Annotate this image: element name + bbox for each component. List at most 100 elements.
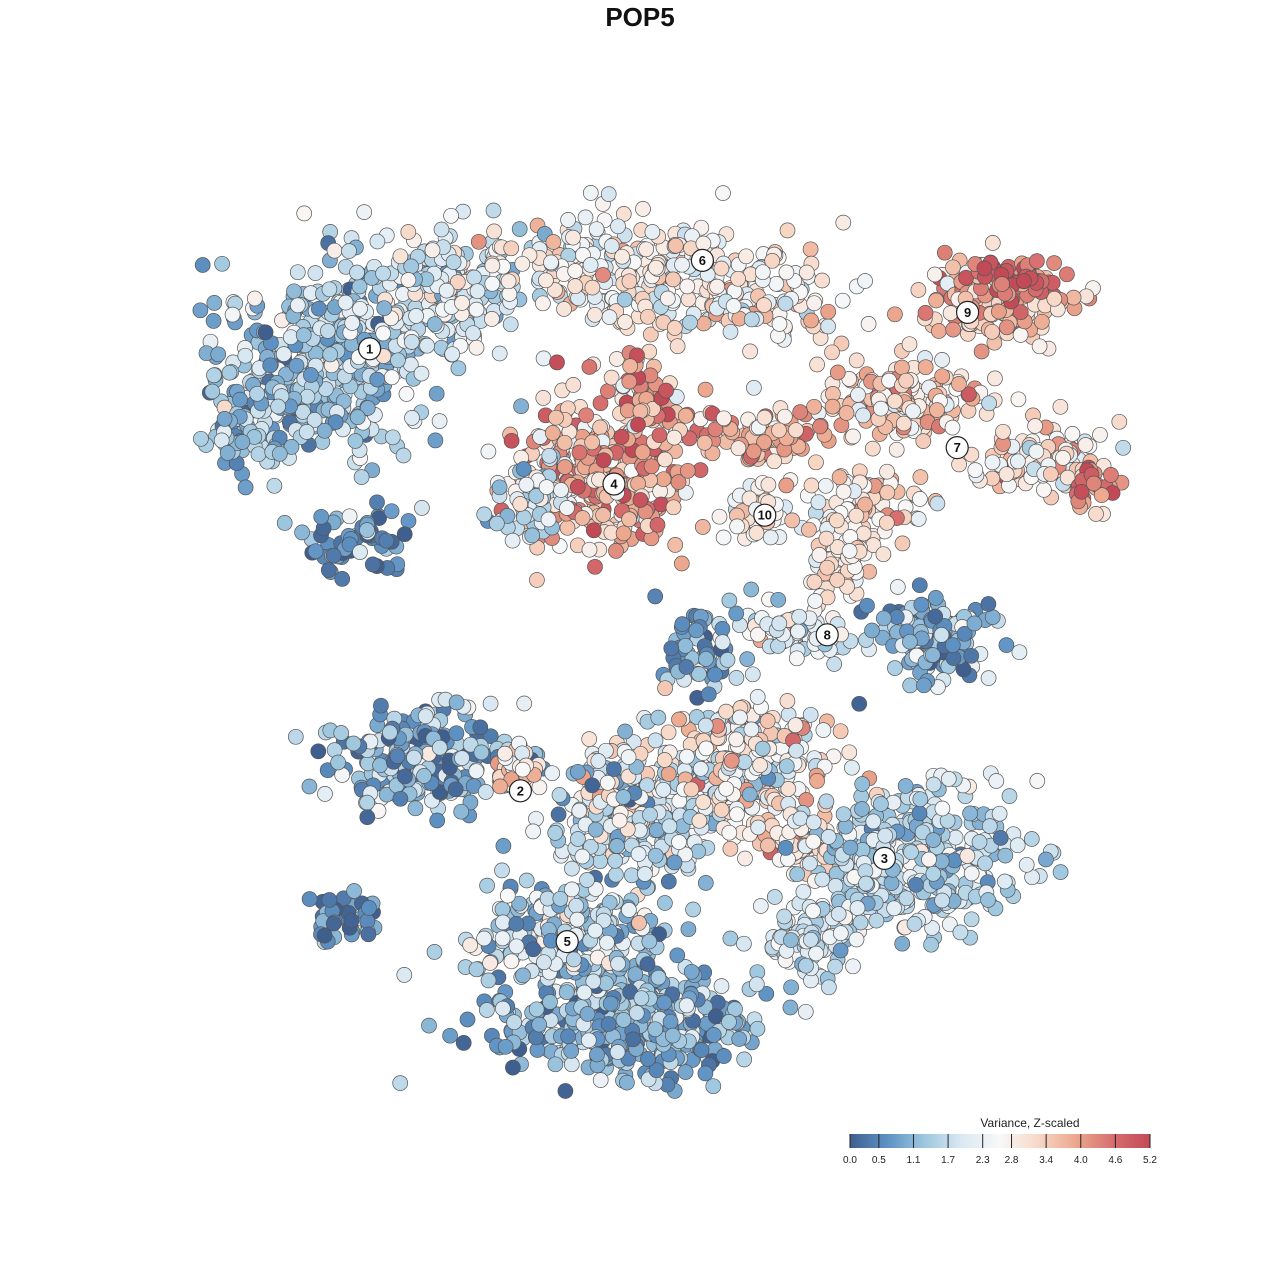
cell-point [548, 409, 564, 426]
cell-point [778, 264, 795, 281]
cell-point [723, 752, 740, 769]
cell-point [760, 837, 776, 854]
cell-point [981, 395, 997, 412]
cell-point [1012, 327, 1029, 343]
cell-point [320, 562, 337, 578]
cell-point [912, 791, 929, 808]
cell-point [671, 834, 687, 850]
cell-point [844, 759, 860, 776]
cell-point [877, 827, 894, 844]
cell-point [468, 763, 485, 780]
cell-point [438, 282, 455, 299]
cell-point [802, 931, 819, 948]
cell-point [632, 403, 649, 420]
cell-point [503, 240, 520, 257]
cell-point [812, 418, 828, 435]
cell-point [359, 794, 375, 811]
cell-point [1103, 467, 1119, 483]
cell-point [556, 301, 572, 317]
cell-point [677, 407, 694, 424]
cell-point [341, 508, 358, 525]
cell-point [807, 593, 824, 609]
cell-point [923, 936, 939, 953]
cell-point [736, 1051, 753, 1068]
cell-point [995, 423, 1011, 440]
cell-point [600, 186, 617, 202]
cell-point [936, 244, 953, 261]
cell-point [669, 947, 686, 964]
cluster-label-text: 3 [881, 851, 888, 866]
cell-point [494, 930, 511, 947]
cell-point [553, 482, 569, 498]
cell-point [547, 1056, 564, 1073]
cell-point [321, 892, 338, 908]
cell-point [316, 422, 333, 439]
cell-point [628, 1005, 645, 1021]
cell-point [980, 596, 997, 612]
cell-point [731, 1031, 748, 1047]
cell-point [1009, 837, 1026, 854]
cell-point [820, 303, 837, 320]
cell-point [859, 597, 875, 614]
cell-point [495, 838, 512, 854]
cell-point [396, 967, 413, 983]
cell-point [905, 403, 921, 420]
points-layer [192, 185, 1132, 1099]
cell-point [406, 749, 422, 766]
cell-point [666, 429, 683, 446]
cell-point [925, 832, 942, 848]
cell-point [514, 255, 531, 272]
cell-point [298, 424, 315, 440]
cell-point [210, 346, 227, 363]
cell-point [656, 752, 673, 768]
cell-point [873, 400, 889, 417]
cell-point [552, 890, 569, 907]
cell-point [477, 784, 494, 800]
cell-point [468, 961, 485, 978]
cell-point [887, 660, 903, 676]
cluster-label-5: 5 [555, 929, 579, 954]
cell-point [476, 930, 492, 947]
cell-point [480, 972, 497, 989]
cell-point [468, 339, 485, 356]
cluster-label-8: 8 [815, 623, 839, 647]
cell-point [973, 343, 990, 360]
cell-point [927, 590, 944, 606]
legend-tick-label: 0.0 [843, 1155, 857, 1166]
cell-point [559, 519, 576, 536]
cell-point [334, 571, 351, 587]
cell-point [518, 476, 535, 493]
cell-point [952, 924, 969, 941]
cell-point [621, 902, 637, 918]
cell-point [232, 391, 248, 408]
cell-point [718, 780, 735, 797]
cell-point [204, 383, 221, 400]
cell-point [369, 371, 386, 388]
cell-point [917, 305, 934, 321]
cell-point [592, 1072, 609, 1088]
cell-point [777, 295, 794, 312]
cell-point [802, 855, 818, 872]
cell-point [1029, 773, 1046, 789]
cell-point [674, 256, 690, 273]
legend-title: Variance, Z-scaled [980, 1116, 1079, 1130]
cell-point [987, 370, 1003, 387]
cell-point [992, 830, 1009, 846]
cell-point [730, 270, 746, 287]
cell-point [400, 272, 417, 288]
cell-point [453, 803, 470, 820]
cell-point [346, 883, 362, 899]
cluster-label-text: 1 [366, 341, 373, 356]
cell-point [375, 265, 391, 282]
cell-point [894, 935, 911, 952]
cell-point [762, 529, 779, 546]
cell-point [426, 316, 443, 332]
cluster-label-2: 2 [508, 779, 533, 803]
cell-point [770, 591, 787, 608]
cell-point [984, 609, 1001, 625]
cell-point [400, 513, 417, 529]
cell-point [306, 412, 323, 428]
cell-point [325, 547, 342, 564]
cell-point [803, 477, 820, 494]
cell-point [1046, 290, 1063, 307]
